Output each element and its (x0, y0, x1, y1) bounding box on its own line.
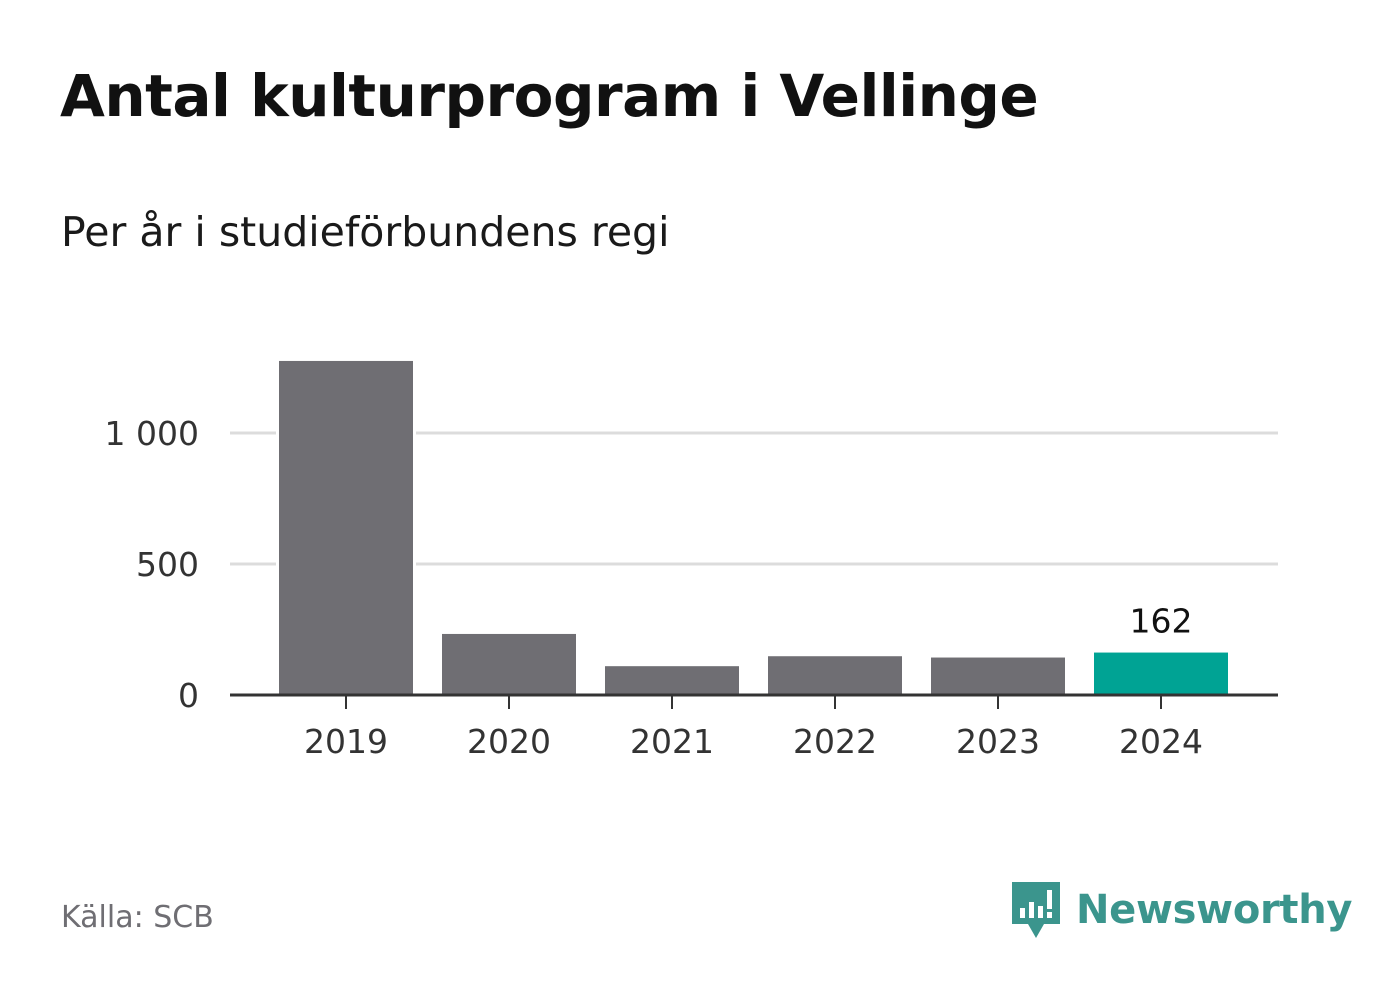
x-tick-label: 2022 (793, 722, 877, 761)
bar-2019 (279, 360, 413, 695)
y-tick-label: 0 (178, 676, 199, 715)
newsworthy-logo-icon (1012, 882, 1060, 938)
x-tick-label: 2021 (630, 722, 714, 761)
brand-name: Newsworthy (1076, 887, 1353, 933)
y-tick-label: 1 000 (105, 414, 199, 453)
data-labels: 162 (1130, 602, 1193, 641)
chart-subtitle: Per år i studieförbundens regi (61, 208, 670, 256)
bars (276, 360, 1231, 695)
data-label-2024: 162 (1130, 602, 1193, 641)
bar-2023 (931, 657, 1065, 695)
x-tick-label: 2020 (467, 722, 551, 761)
chart-title: Antal kulturprogram i Vellinge (60, 62, 1039, 130)
bar-2020 (442, 633, 576, 695)
bar-2021 (605, 666, 739, 695)
source-note: Källa: SCB (61, 900, 214, 935)
x-tick-label: 2019 (304, 722, 388, 761)
x-tick-label: 2024 (1119, 722, 1203, 761)
y-tick-label: 500 (136, 545, 199, 584)
bar-2024 (1094, 652, 1228, 695)
brand-logo: Newsworthy (1010, 878, 1353, 942)
x-tick-label: 2023 (956, 722, 1040, 761)
axes: 0 500 1 000 2019 2020 2021 2022 2023 2024 (105, 414, 1278, 761)
bar-2022 (768, 656, 902, 695)
